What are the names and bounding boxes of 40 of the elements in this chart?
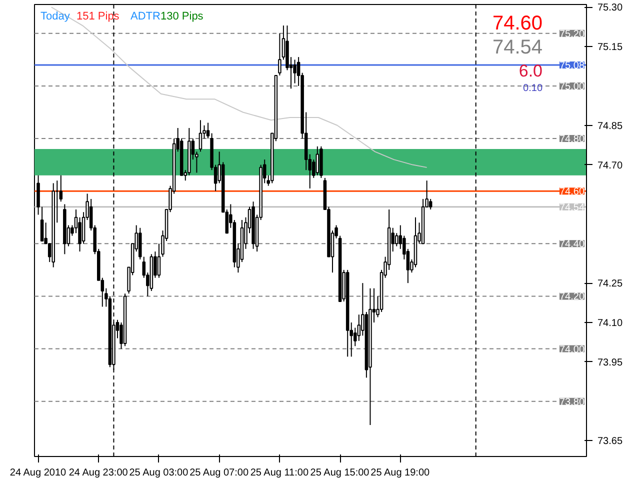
- ref-line-label: 74.00: [559, 344, 585, 356]
- y-tick-label: 74.25: [598, 278, 623, 290]
- x-tick-label: 25 Aug 03:00: [129, 468, 189, 478]
- ref-line-label: 74.54: [559, 202, 585, 214]
- candlestick: [198, 120, 202, 152]
- candlestick: [395, 232, 398, 247]
- y-tick-label: 74.10: [598, 318, 623, 329]
- annotation: ADTR: [130, 10, 160, 22]
- annotation: 151 Pips: [76, 10, 120, 22]
- candlestick: [206, 122, 210, 140]
- annotation: Today: [40, 10, 70, 22]
- x-tick-label: 25 Aug 19:00: [370, 468, 430, 478]
- candlestick: [36, 174, 40, 216]
- annotation: 130 Pips: [160, 10, 204, 22]
- candlestick: [59, 174, 63, 202]
- candlestick: [138, 227, 142, 260]
- annotation: 0:10: [523, 83, 543, 94]
- ref-line-label: 73.80: [559, 396, 585, 408]
- x-tick-label: 25 Aug 11:00: [250, 468, 309, 478]
- ref-line-label: 74.20: [559, 292, 585, 303]
- y-tick-label: 74.70: [598, 160, 623, 172]
- y-tick-label: 75.15: [598, 42, 623, 54]
- y-tick-label: 73.65: [598, 436, 623, 448]
- annotation: 74.54: [492, 36, 543, 58]
- x-tick-label: 24 Aug 23:00: [68, 468, 128, 478]
- candlestick: [316, 146, 320, 176]
- ref-line-label: 75.08: [559, 60, 585, 72]
- annotation: 74.60: [492, 12, 543, 34]
- x-tick-label: 25 Aug 07:00: [190, 468, 249, 478]
- ref-line-label: 75.20: [559, 28, 585, 40]
- y-tick-label: 73.95: [598, 357, 623, 368]
- candlestick: [40, 206, 44, 242]
- ref-line-label: 74.80: [559, 134, 585, 146]
- x-tick-label: 25 Aug 15:00: [310, 468, 370, 478]
- ref-line-label: 75.00: [559, 81, 585, 92]
- candlestick: [428, 198, 432, 210]
- annotation: 6.0: [518, 62, 543, 80]
- y-tick-label: 74.85: [598, 120, 623, 132]
- y-tick-label: 75.30: [598, 2, 623, 14]
- x-tick-label: 24 Aug 2010: [10, 468, 67, 478]
